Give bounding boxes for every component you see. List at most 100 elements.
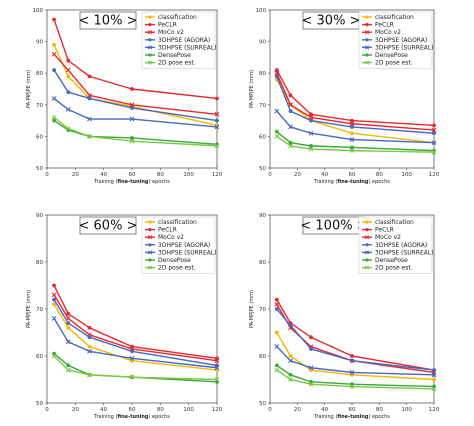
y-tick-label: 50 <box>36 166 43 172</box>
x-tick-label: 40 <box>321 407 328 413</box>
x-axis-label-prefix: Training ( <box>313 179 337 185</box>
x-tick-label: 0 <box>45 172 49 178</box>
data-point <box>274 134 280 139</box>
data-point <box>215 96 219 101</box>
y-tick-label: 90 <box>36 213 43 219</box>
data-point <box>288 372 293 377</box>
legend-swatch-marker <box>148 243 152 247</box>
data-point <box>51 353 57 359</box>
data-point <box>52 302 56 307</box>
x-tick-label: 120 <box>212 172 223 178</box>
x-tick-label: 20 <box>294 172 301 178</box>
data-point <box>51 96 57 101</box>
x-tick-label: 120 <box>429 407 440 413</box>
legend-swatch-marker <box>364 265 370 270</box>
data-point <box>274 330 279 335</box>
data-point <box>288 377 293 382</box>
x-axis-label-bold: fine-tuning <box>117 179 149 185</box>
x-tick-label: 20 <box>294 407 301 413</box>
data-point <box>52 42 56 47</box>
legend-swatch-marker <box>365 53 369 57</box>
legend-label: 2D pose est. <box>375 265 413 272</box>
legend-label: MoCo v2 <box>158 234 184 241</box>
data-point <box>431 127 437 133</box>
legend-swatch-marker <box>365 220 369 224</box>
x-tick-label: 100 <box>183 407 194 413</box>
y-tick-label: 60 <box>36 354 43 360</box>
data-point <box>52 283 56 288</box>
series-line-3 <box>276 72 435 131</box>
legend-swatch-marker <box>148 220 152 224</box>
data-point <box>349 121 355 127</box>
chart-title: < 10% > <box>79 14 138 29</box>
y-tick-label: 80 <box>259 260 266 266</box>
series-line-7 <box>53 116 218 147</box>
data-point <box>288 140 293 145</box>
x-tick-label: 80 <box>157 172 164 178</box>
legend-label: 3DHPSE (AGORA) <box>375 242 427 249</box>
x-tick-label: 20 <box>72 407 79 413</box>
data-point <box>274 344 280 349</box>
data-point <box>274 74 279 79</box>
chart-title: < 30% > <box>302 14 361 29</box>
x-tick-label: 120 <box>212 407 223 413</box>
data-point <box>129 355 135 361</box>
data-point <box>66 321 71 325</box>
x-tick-label: 20 <box>72 172 79 178</box>
legend-swatch-marker <box>365 258 369 262</box>
data-point <box>432 123 436 128</box>
data-point <box>130 87 134 91</box>
y-tick-label: 100 <box>256 8 267 14</box>
y-axis-label: PA-MPJPE (mm) <box>249 70 255 108</box>
legend-label: PeCLR <box>158 227 177 234</box>
legend-swatch-marker <box>147 235 153 240</box>
y-tick-label: 60 <box>259 134 266 140</box>
y-tick-label: 70 <box>259 307 266 313</box>
data-point <box>87 348 92 354</box>
data-point <box>52 17 56 22</box>
data-point <box>431 386 437 392</box>
data-point <box>52 118 56 123</box>
legend-label: PeCLR <box>375 227 394 234</box>
legend-label: 3DHPSE (SURREAL) <box>158 44 217 51</box>
data-point <box>66 74 71 79</box>
data-point <box>308 115 314 120</box>
y-tick-label: 60 <box>259 354 266 360</box>
legend-label: DensePose <box>375 257 408 264</box>
data-point <box>214 377 220 382</box>
data-point <box>350 125 354 129</box>
data-point <box>309 112 313 117</box>
data-point <box>431 372 437 378</box>
x-axis-label: Training (fine-tuning) epochs <box>313 179 390 185</box>
legend-label: 3DHPSE (SURREAL) <box>375 44 434 51</box>
data-point <box>350 354 354 358</box>
data-point <box>87 134 92 139</box>
data-point <box>51 51 57 57</box>
data-point <box>130 106 134 110</box>
legend-label: 3DHPSE (AGORA) <box>375 37 427 44</box>
data-point <box>87 335 92 340</box>
legend-label: 3DHPSE (AGORA) <box>158 37 210 44</box>
data-point <box>308 130 314 136</box>
title-box <box>79 216 137 235</box>
legend-swatch-marker <box>148 15 152 19</box>
x-tick-label: 0 <box>268 407 272 413</box>
legend-label: 2D pose est. <box>375 60 413 67</box>
legend-label: PeCLR <box>158 22 177 29</box>
data-point <box>350 118 354 123</box>
legend-label: 2D pose est. <box>158 60 196 67</box>
data-point <box>52 297 56 302</box>
data-point <box>87 96 92 101</box>
series-line-1 <box>53 303 218 371</box>
data-point <box>308 146 314 152</box>
x-tick-label: 120 <box>429 172 440 178</box>
y-axis-label: PA-MPJPE (mm) <box>26 290 32 328</box>
legend-label: DensePose <box>158 257 191 264</box>
data-point <box>214 143 220 149</box>
legend-swatch-marker <box>364 235 370 240</box>
data-point <box>51 115 57 120</box>
legend-label: classification <box>375 219 414 226</box>
legend-swatch-marker <box>364 250 370 255</box>
y-axis-label: PA-MPJPE (mm) <box>26 70 32 108</box>
legend-swatch-marker <box>364 60 370 65</box>
